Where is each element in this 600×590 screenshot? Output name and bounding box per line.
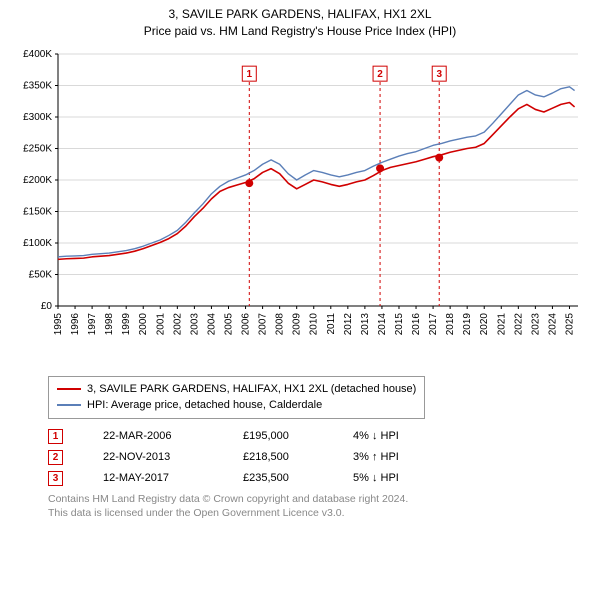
svg-text:1997: 1997 — [87, 312, 98, 335]
sale-price: £235,500 — [243, 472, 313, 484]
svg-text:2002: 2002 — [172, 312, 183, 335]
legend-swatch — [57, 404, 81, 406]
svg-text:2000: 2000 — [138, 312, 149, 335]
sale-diff: 3% ↑ HPI — [353, 451, 433, 463]
svg-text:£150K: £150K — [23, 206, 52, 217]
svg-text:£50K: £50K — [29, 269, 53, 280]
svg-text:2020: 2020 — [479, 312, 490, 335]
sale-price: £195,000 — [243, 430, 313, 442]
svg-text:2016: 2016 — [411, 312, 422, 335]
chart-container: 3, SAVILE PARK GARDENS, HALIFAX, HX1 2XL… — [0, 0, 600, 528]
svg-text:£400K: £400K — [23, 49, 52, 60]
svg-text:2013: 2013 — [360, 312, 371, 335]
svg-text:2008: 2008 — [275, 312, 286, 335]
svg-text:2017: 2017 — [428, 312, 439, 335]
sale-marker-badge: 1 — [48, 429, 63, 444]
legend: 3, SAVILE PARK GARDENS, HALIFAX, HX1 2XL… — [48, 376, 425, 419]
svg-text:2011: 2011 — [326, 312, 337, 334]
legend-label: 3, SAVILE PARK GARDENS, HALIFAX, HX1 2XL… — [87, 381, 416, 398]
svg-text:£0: £0 — [41, 301, 53, 312]
svg-text:2018: 2018 — [445, 312, 456, 335]
svg-text:2021: 2021 — [496, 312, 507, 335]
sale-date: 22-MAR-2006 — [103, 430, 203, 442]
svg-text:1995: 1995 — [53, 312, 64, 335]
attribution-line-2: This data is licensed under the Open Gov… — [48, 506, 590, 520]
svg-text:2024: 2024 — [547, 312, 558, 335]
attribution-line-1: Contains HM Land Registry data © Crown c… — [48, 492, 590, 506]
svg-text:2003: 2003 — [189, 312, 200, 335]
legend-row: 3, SAVILE PARK GARDENS, HALIFAX, HX1 2XL… — [57, 381, 416, 398]
svg-text:2014: 2014 — [377, 312, 388, 335]
svg-text:3: 3 — [436, 69, 442, 80]
svg-text:1999: 1999 — [121, 312, 132, 335]
svg-text:£350K: £350K — [23, 80, 52, 91]
svg-text:2010: 2010 — [309, 312, 320, 335]
sale-marker-badge: 3 — [48, 471, 63, 486]
title-line-2: Price paid vs. HM Land Registry's House … — [10, 23, 590, 40]
sale-row: 1 22-MAR-2006 £195,000 4% ↓ HPI — [48, 429, 590, 444]
sale-marker-badge: 2 — [48, 450, 63, 465]
chart-svg: £0 £50K £100K £150K £200K £250K £300K £350K £400… — [10, 48, 582, 368]
svg-text:1996: 1996 — [70, 312, 81, 335]
legend-swatch — [57, 388, 81, 390]
svg-text:£300K: £300K — [23, 112, 52, 123]
sale-diff: 5% ↓ HPI — [353, 472, 433, 484]
svg-text:£200K: £200K — [23, 175, 52, 186]
svg-text:£250K: £250K — [23, 143, 52, 154]
legend-row: HPI: Average price, detached house, Cald… — [57, 397, 416, 414]
legend-label: HPI: Average price, detached house, Cald… — [87, 397, 322, 414]
svg-text:2007: 2007 — [258, 312, 269, 335]
sale-row: 3 12-MAY-2017 £235,500 5% ↓ HPI — [48, 471, 590, 486]
svg-text:2025: 2025 — [564, 312, 575, 335]
svg-text:2012: 2012 — [343, 312, 354, 335]
svg-text:2019: 2019 — [462, 312, 473, 335]
svg-text:2004: 2004 — [206, 312, 217, 335]
sale-row: 2 22-NOV-2013 £218,500 3% ↑ HPI — [48, 450, 590, 465]
chart: £0 £50K £100K £150K £200K £250K £300K £350K £400… — [10, 48, 590, 368]
svg-text:1: 1 — [247, 69, 253, 80]
svg-text:2009: 2009 — [292, 312, 303, 335]
svg-text:2001: 2001 — [155, 312, 166, 335]
svg-text:2005: 2005 — [223, 312, 234, 335]
svg-text:£100K: £100K — [23, 238, 52, 249]
title-line-1: 3, SAVILE PARK GARDENS, HALIFAX, HX1 2XL — [10, 6, 590, 23]
sale-date: 22-NOV-2013 — [103, 451, 203, 463]
sales-table: 1 22-MAR-2006 £195,000 4% ↓ HPI 2 22-NOV-2013… — [48, 429, 590, 486]
attribution: Contains HM Land Registry data © Crown c… — [48, 492, 590, 520]
svg-text:2015: 2015 — [394, 312, 405, 335]
sale-diff: 4% ↓ HPI — [353, 430, 433, 442]
svg-text:2022: 2022 — [513, 312, 524, 335]
sale-date: 12-MAY-2017 — [103, 472, 203, 484]
sale-price: £218,500 — [243, 451, 313, 463]
svg-text:2006: 2006 — [241, 312, 252, 335]
svg-text:2023: 2023 — [530, 312, 541, 335]
svg-text:1998: 1998 — [104, 312, 115, 335]
svg-text:2: 2 — [377, 69, 383, 80]
